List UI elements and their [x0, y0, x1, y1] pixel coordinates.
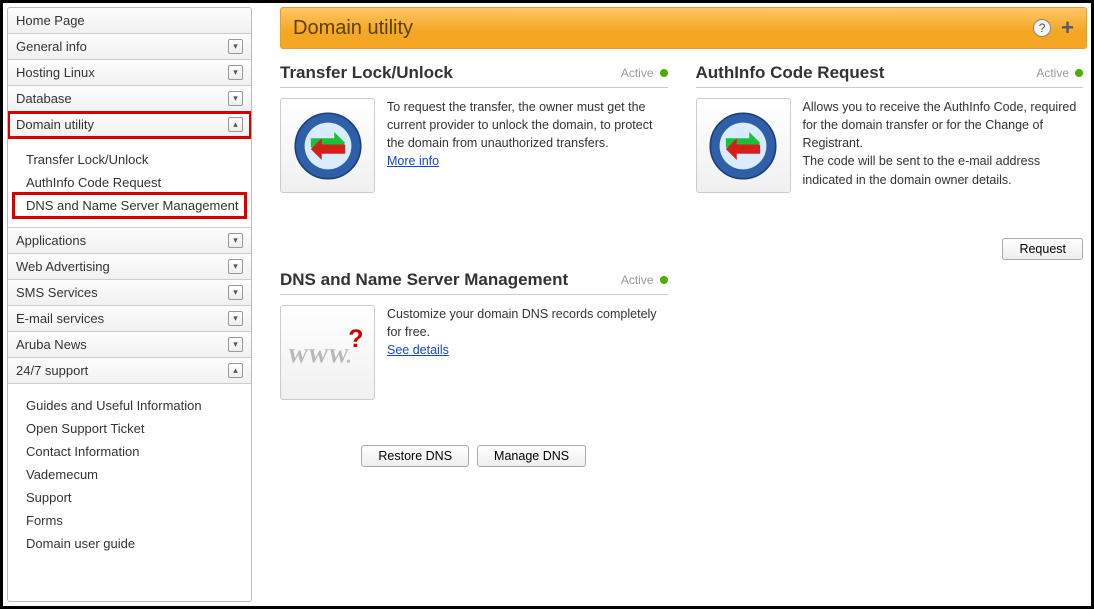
nav-general-info[interactable]: General info ▾ — [8, 34, 251, 60]
status-text: Active — [621, 273, 654, 287]
nav-label: 24/7 support — [16, 363, 88, 378]
card-authinfo: AuthInfo Code Request Active — [696, 63, 1084, 238]
card-title: AuthInfo Code Request — [696, 63, 885, 83]
card-description: Allows you to receive the AuthInfo Code,… — [803, 100, 1077, 187]
sub-label: Transfer Lock/Unlock — [26, 152, 148, 167]
more-info-link[interactable]: More info — [387, 154, 439, 168]
nav-aruba-news[interactable]: Aruba News ▾ — [8, 332, 251, 358]
sub-support[interactable]: Support — [14, 486, 245, 509]
www-icon: WWW. ? — [280, 305, 375, 400]
nav-label: SMS Services — [16, 285, 98, 300]
manage-dns-button[interactable]: Manage DNS — [477, 445, 586, 467]
chevron-down-icon: ▾ — [228, 311, 243, 326]
sub-label: Support — [26, 490, 72, 505]
status-badge: Active — [1036, 66, 1083, 80]
sub-contact[interactable]: Contact Information — [14, 440, 245, 463]
sub-label: Domain user guide — [26, 536, 135, 551]
plus-icon[interactable]: + — [1061, 17, 1074, 39]
card-description: To request the transfer, the owner must … — [387, 100, 652, 150]
support-submenu: Guides and Useful Information Open Suppo… — [8, 384, 251, 565]
chevron-up-icon: ▴ — [228, 363, 243, 378]
authinfo-actions: Request — [696, 238, 1084, 260]
nav-label: General info — [16, 39, 87, 54]
chevron-up-icon: ▴ — [228, 117, 243, 132]
page-titlebar: Domain utility ? + — [280, 7, 1087, 49]
status-dot-icon — [660, 276, 668, 284]
nav-support[interactable]: 24/7 support ▴ — [8, 358, 251, 384]
domain-utility-submenu: Transfer Lock/Unlock AuthInfo Code Reque… — [8, 138, 251, 228]
status-dot-icon — [1075, 69, 1083, 77]
card-transfer-lock: Transfer Lock/Unlock Active — [280, 63, 668, 238]
sub-label: Vademecum — [26, 467, 98, 482]
sub-transfer-lock[interactable]: Transfer Lock/Unlock — [14, 148, 245, 171]
spacer — [280, 238, 668, 260]
nav-label: Home Page — [16, 13, 85, 28]
sub-label: Forms — [26, 513, 63, 528]
restore-dns-button[interactable]: Restore DNS — [361, 445, 469, 467]
nav-home[interactable]: Home Page — [8, 8, 251, 34]
nav-label: Applications — [16, 233, 86, 248]
chevron-down-icon: ▾ — [228, 337, 243, 352]
nav-hosting-linux[interactable]: Hosting Linux ▾ — [8, 60, 251, 86]
chevron-down-icon: ▾ — [228, 65, 243, 80]
nav-label: E-mail services — [16, 311, 104, 326]
help-icon[interactable]: ? — [1033, 19, 1051, 37]
svg-text:WWW.: WWW. — [289, 345, 353, 367]
nav-label: Aruba News — [16, 337, 87, 352]
sub-label: Contact Information — [26, 444, 139, 459]
sub-authinfo[interactable]: AuthInfo Code Request — [14, 171, 245, 194]
nav-email-services[interactable]: E-mail services ▾ — [8, 306, 251, 332]
page-title: Domain utility — [293, 17, 413, 40]
spacer — [696, 260, 1084, 445]
card-title: Transfer Lock/Unlock — [280, 63, 453, 83]
sub-dns-management[interactable]: DNS and Name Server Management — [14, 194, 245, 217]
status-badge: Active — [621, 66, 668, 80]
sub-forms[interactable]: Forms — [14, 509, 245, 532]
sub-label: Guides and Useful Information — [26, 398, 202, 413]
nav-label: Database — [16, 91, 72, 106]
auth-arrows-icon — [696, 98, 791, 193]
sub-guides[interactable]: Guides and Useful Information — [14, 394, 245, 417]
nav-label: Hosting Linux — [16, 65, 95, 80]
status-text: Active — [621, 66, 654, 80]
sub-open-ticket[interactable]: Open Support Ticket — [14, 417, 245, 440]
nav-label: Web Advertising — [16, 259, 110, 274]
card-title: DNS and Name Server Management — [280, 270, 568, 290]
sidebar: Home Page General info ▾ Hosting Linux ▾… — [7, 7, 252, 602]
sub-label: Open Support Ticket — [26, 421, 145, 436]
main-content: Domain utility ? + Transfer Lock/Unlock … — [280, 7, 1087, 602]
chevron-down-icon: ▾ — [228, 91, 243, 106]
nav-database[interactable]: Database ▾ — [8, 86, 251, 112]
nav-label: Domain utility — [16, 117, 94, 132]
status-dot-icon — [660, 69, 668, 77]
request-button[interactable]: Request — [1002, 238, 1083, 260]
chevron-down-icon: ▾ — [228, 233, 243, 248]
chevron-down-icon: ▾ — [228, 285, 243, 300]
nav-sms-services[interactable]: SMS Services ▾ — [8, 280, 251, 306]
dns-actions: Restore DNS Manage DNS — [280, 445, 668, 467]
chevron-down-icon: ▾ — [228, 259, 243, 274]
see-details-link[interactable]: See details — [387, 343, 449, 357]
transfer-arrows-icon — [280, 98, 375, 193]
sub-label: DNS and Name Server Management — [26, 198, 238, 213]
card-description: Customize your domain DNS records comple… — [387, 307, 657, 339]
status-badge: Active — [621, 273, 668, 287]
card-dns: DNS and Name Server Management Active WW… — [280, 270, 668, 445]
sub-vademecum[interactable]: Vademecum — [14, 463, 245, 486]
nav-web-advertising[interactable]: Web Advertising ▾ — [8, 254, 251, 280]
nav-domain-utility[interactable]: Domain utility ▴ — [8, 112, 251, 138]
svg-text:?: ? — [348, 324, 363, 352]
sub-domain-user-guide[interactable]: Domain user guide — [14, 532, 245, 555]
nav-applications[interactable]: Applications ▾ — [8, 228, 251, 254]
status-text: Active — [1036, 66, 1069, 80]
chevron-down-icon: ▾ — [228, 39, 243, 54]
sub-label: AuthInfo Code Request — [26, 175, 161, 190]
